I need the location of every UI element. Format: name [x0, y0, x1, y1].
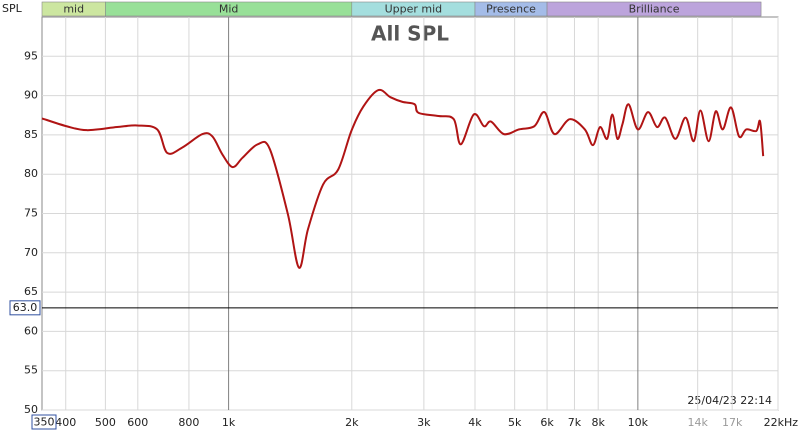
cursor-label: 63.0: [13, 301, 38, 314]
x-tick-label: 22kHz: [764, 416, 799, 429]
x-tick-label: 6k: [540, 416, 554, 429]
y-tick-label: 90: [24, 89, 38, 102]
band-label: mid: [63, 3, 84, 16]
y-tick-label: 50: [24, 403, 38, 416]
band: [546, 1, 762, 17]
series-line: [41, 88, 765, 269]
x-tick-label: 500: [95, 416, 116, 429]
x-tick-label: 3k: [417, 416, 431, 429]
band-label: Mid: [219, 3, 239, 16]
y-tick-label: 80: [24, 167, 38, 180]
timestamp: 25/04/23 22:14: [687, 394, 772, 407]
cursor-label: 350: [34, 416, 55, 429]
y-tick-label: 95: [24, 49, 38, 62]
x-tick-label: 8k: [592, 416, 606, 429]
band-label: Upper mid: [385, 3, 443, 16]
x-tick-label: 800: [178, 416, 199, 429]
cursor-box: [31, 414, 57, 430]
y-tick-label: 60: [24, 324, 38, 337]
y-tick-label: 65: [24, 285, 38, 298]
chart-title: All SPL: [371, 22, 449, 46]
x-tick-label: 17k: [722, 416, 743, 429]
x-tick-label: 10k: [628, 416, 649, 429]
y-tick-label: 85: [24, 128, 38, 141]
x-tick-label: 2k: [345, 416, 359, 429]
x-tick-label: 600: [127, 416, 148, 429]
y-tick-label: 75: [24, 207, 38, 220]
x-tick-label: 7k: [568, 416, 582, 429]
x-tick-label: 400: [55, 416, 76, 429]
x-tick-label: 14k: [687, 416, 708, 429]
band-label: Presence: [486, 3, 536, 16]
x-tick-label: 5k: [508, 416, 522, 429]
x-tick-label: 4k: [468, 416, 482, 429]
y-tick-label: 70: [24, 246, 38, 259]
y-axis-label: SPL: [2, 2, 23, 15]
band-label: Brilliance: [629, 3, 680, 16]
y-tick-label: 55: [24, 364, 38, 377]
x-tick-label: 1k: [222, 416, 236, 429]
cursor-box: [9, 300, 41, 316]
